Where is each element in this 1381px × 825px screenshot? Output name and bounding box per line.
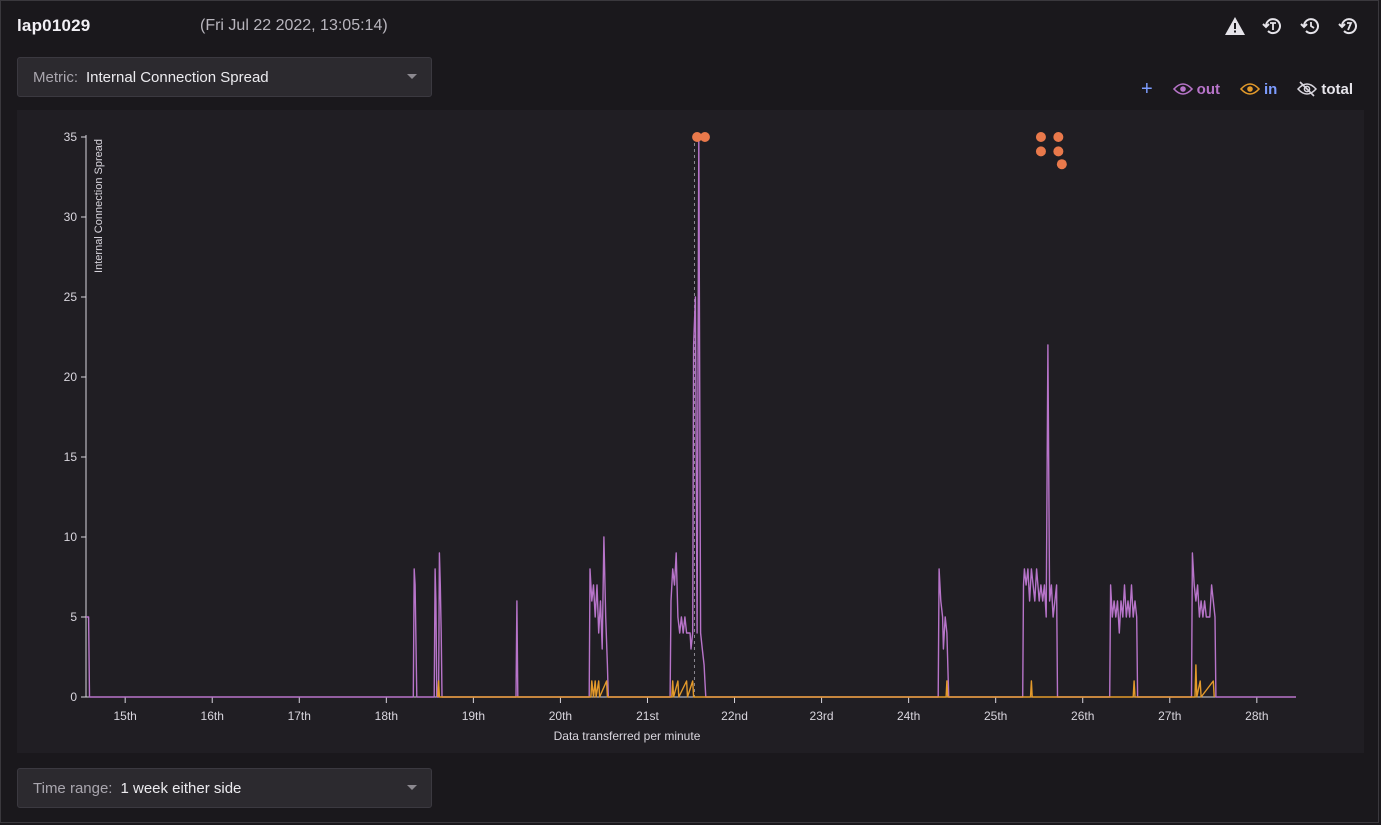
- chevron-down-icon: [407, 785, 417, 790]
- legend-out-toggle[interactable]: out: [1172, 80, 1220, 98]
- x-tick-label: 24th: [897, 709, 920, 723]
- toolbar-icons: [1223, 14, 1361, 38]
- legend-total-label: total: [1321, 80, 1353, 98]
- x-tick-label: 18th: [375, 709, 398, 723]
- y-tick-label: 10: [64, 530, 78, 544]
- time-series-chart[interactable]: 0 5 10 15 20 25 30 35 15th 16th 17th 18th 19th 20th 21…: [17, 110, 1364, 753]
- chart-panel: 0 5 10 15 20 25 30 35 15th 16th 17th 18th 19th 20th 21…: [17, 110, 1364, 753]
- x-tick-label: 28th: [1245, 709, 1268, 723]
- metric-select-value: Internal Connection Spread: [86, 68, 269, 86]
- event-marker: [699, 132, 710, 142]
- event-marker: [1056, 159, 1067, 170]
- time-range-select[interactable]: Time range: 1 week either side: [17, 768, 432, 808]
- y-tick-label: 0: [70, 690, 77, 704]
- x-tick-label: 17th: [288, 709, 311, 723]
- y-axis-label: Internal Connection Spread: [93, 139, 105, 273]
- event-timestamp: (Fri Jul 22 2022, 13:05:14): [200, 17, 388, 34]
- time-range-value: 1 week either side: [120, 779, 242, 797]
- chevron-down-icon: [407, 74, 417, 79]
- x-tick-label: 25th: [984, 709, 1007, 723]
- event-marker: [1035, 132, 1046, 142]
- x-tick-label: 15th: [113, 709, 136, 723]
- chart-legend: + out in total: [1140, 78, 1353, 100]
- x-tick-label: 23rd: [810, 709, 834, 723]
- y-tick-label: 35: [64, 130, 78, 144]
- x-tick-label: 21st: [636, 709, 659, 723]
- eye-off-icon: [1297, 81, 1318, 97]
- y-tick-label: 5: [70, 610, 77, 624]
- legend-total-toggle[interactable]: total: [1297, 81, 1353, 98]
- warning-icon[interactable]: [1223, 14, 1247, 38]
- y-tick-label: 25: [64, 290, 78, 304]
- metric-select[interactable]: Metric: Internal Connection Spread: [17, 57, 432, 97]
- history-alt-icon[interactable]: [1337, 14, 1361, 38]
- add-series-button[interactable]: +: [1140, 78, 1153, 100]
- event-marker: [1035, 146, 1046, 157]
- time-range-label: Time range:: [33, 779, 113, 797]
- history-icon[interactable]: [1299, 14, 1323, 38]
- series-in-line: [437, 664, 1215, 698]
- device-hostname: lap01029: [17, 16, 91, 35]
- x-tick-label: 16th: [201, 709, 224, 723]
- x-tick-label: 26th: [1071, 709, 1094, 723]
- x-tick-label: 19th: [462, 709, 485, 723]
- history-t-icon[interactable]: [1261, 14, 1285, 38]
- x-tick-label: 22nd: [721, 709, 748, 723]
- y-tick-label: 15: [64, 450, 78, 464]
- event-marker: [1053, 132, 1064, 142]
- legend-in-toggle[interactable]: in: [1239, 80, 1278, 98]
- series-out-line: [86, 136, 1296, 698]
- x-tick-label: 27th: [1158, 709, 1181, 723]
- event-marker: [1053, 146, 1064, 157]
- eye-icon: [1172, 83, 1193, 95]
- event-marker: [692, 132, 703, 142]
- y-tick-label: 20: [64, 370, 78, 384]
- legend-in-label: in: [1263, 80, 1278, 98]
- y-tick-label: 30: [64, 210, 78, 224]
- x-tick-label: 20th: [549, 709, 572, 723]
- legend-out-label: out: [1196, 80, 1220, 98]
- x-axis-label: Data transferred per minute: [554, 729, 701, 743]
- eye-icon: [1239, 83, 1260, 95]
- metric-select-label: Metric:: [33, 68, 78, 86]
